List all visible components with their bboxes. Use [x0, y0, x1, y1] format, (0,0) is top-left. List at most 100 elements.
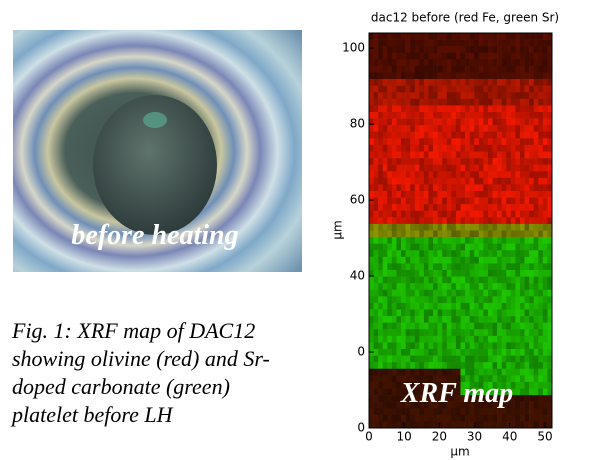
- map-pixel: [519, 270, 525, 277]
- map-pixel: [460, 256, 466, 264]
- map-pixel: [529, 217, 534, 225]
- map-pixel: [478, 59, 484, 67]
- map-pixel: [446, 349, 452, 356]
- map-pixel: [382, 197, 388, 205]
- map-pixel: [451, 302, 457, 310]
- map-pixel: [501, 289, 507, 297]
- map-pixel: [533, 92, 539, 100]
- map-pixel: [524, 177, 530, 185]
- map-pixel: [378, 171, 384, 179]
- photo: before heating: [13, 30, 302, 272]
- map-pixel: [524, 197, 530, 205]
- map-pixel: [478, 151, 484, 159]
- map-pixel: [391, 395, 397, 402]
- map-pixel: [437, 362, 443, 370]
- map-pixel: [414, 335, 420, 343]
- map-pixel: [478, 164, 484, 172]
- map-pixel: [529, 138, 534, 146]
- map-pixel: [460, 39, 466, 47]
- map-pixel: [419, 177, 425, 185]
- map-pixel: [396, 204, 402, 212]
- map-pixel: [492, 144, 498, 152]
- map-pixel: [510, 408, 516, 416]
- map-pixel: [387, 131, 393, 139]
- map-pixel: [428, 270, 434, 277]
- map-pixel: [414, 33, 420, 40]
- map-pixel: [401, 256, 406, 264]
- map-pixel: [423, 105, 429, 113]
- map-pixel: [547, 283, 553, 291]
- map-pixel: [533, 296, 539, 304]
- map-pixel: [529, 65, 534, 73]
- map-pixel: [414, 151, 420, 159]
- map-pixel: [446, 72, 452, 80]
- map-pixel: [373, 52, 379, 60]
- map-pixel: [487, 335, 493, 343]
- map-pixel: [524, 401, 530, 409]
- map-pixel: [533, 105, 539, 113]
- map-pixel: [506, 335, 512, 343]
- map-pixel: [510, 33, 516, 40]
- map-pixel: [492, 329, 498, 337]
- map-pixel: [497, 395, 502, 402]
- map-pixel: [510, 177, 516, 185]
- map-pixel: [465, 276, 470, 284]
- map-pixel: [446, 388, 452, 396]
- map-pixel: [446, 210, 452, 218]
- map-pixel: [423, 177, 429, 185]
- map-pixel: [492, 395, 498, 402]
- map-pixel: [396, 322, 402, 330]
- map-pixel: [410, 177, 416, 185]
- map-pixel: [506, 355, 512, 363]
- map-pixel: [410, 79, 416, 86]
- map-pixel: [465, 171, 470, 179]
- map-pixel: [437, 414, 443, 422]
- map-pixel: [474, 237, 480, 244]
- map-pixel: [405, 302, 411, 310]
- map-pixel: [483, 375, 489, 383]
- map-pixel: [455, 125, 461, 133]
- map-pixel: [437, 237, 443, 244]
- map-pixel: [497, 79, 502, 86]
- map-pixel: [483, 112, 489, 119]
- map-pixel: [492, 243, 498, 251]
- map-pixel: [419, 46, 425, 54]
- map-pixel: [474, 375, 480, 383]
- map-pixel: [483, 243, 489, 251]
- map-pixel: [510, 302, 516, 310]
- map-pixel: [401, 79, 406, 86]
- map-pixel: [533, 362, 539, 370]
- map-pixel: [506, 414, 512, 422]
- map-pixel: [401, 243, 406, 251]
- map-pixel: [492, 263, 498, 271]
- map-pixel: [396, 270, 402, 277]
- map-pixel: [455, 302, 461, 310]
- map-pixel: [401, 72, 406, 80]
- map-pixel: [378, 164, 384, 172]
- map-pixel: [547, 217, 553, 225]
- y-tick-label: 0: [357, 421, 365, 435]
- map-pixel: [442, 283, 448, 291]
- map-pixel: [501, 276, 507, 284]
- map-pixel: [478, 256, 484, 264]
- map-pixel: [524, 230, 530, 238]
- map-pixel: [373, 191, 379, 198]
- map-pixel: [378, 197, 384, 205]
- map-pixel: [373, 65, 379, 73]
- map-pixel: [529, 342, 534, 350]
- map-pixel: [487, 421, 493, 429]
- map-pixel: [433, 98, 438, 106]
- map-pixel: [469, 191, 475, 198]
- map-pixel: [410, 237, 416, 244]
- map-pixel: [474, 138, 480, 146]
- map-pixel: [378, 414, 384, 422]
- map-pixel: [369, 164, 374, 172]
- map-pixel: [497, 46, 502, 54]
- map-pixel: [423, 408, 429, 416]
- map-pixel: [515, 237, 521, 244]
- map-pixel: [483, 237, 489, 244]
- map-pixel: [474, 217, 480, 225]
- map-pixel: [519, 72, 525, 80]
- map-pixel: [465, 408, 470, 416]
- map-pixel: [419, 204, 425, 212]
